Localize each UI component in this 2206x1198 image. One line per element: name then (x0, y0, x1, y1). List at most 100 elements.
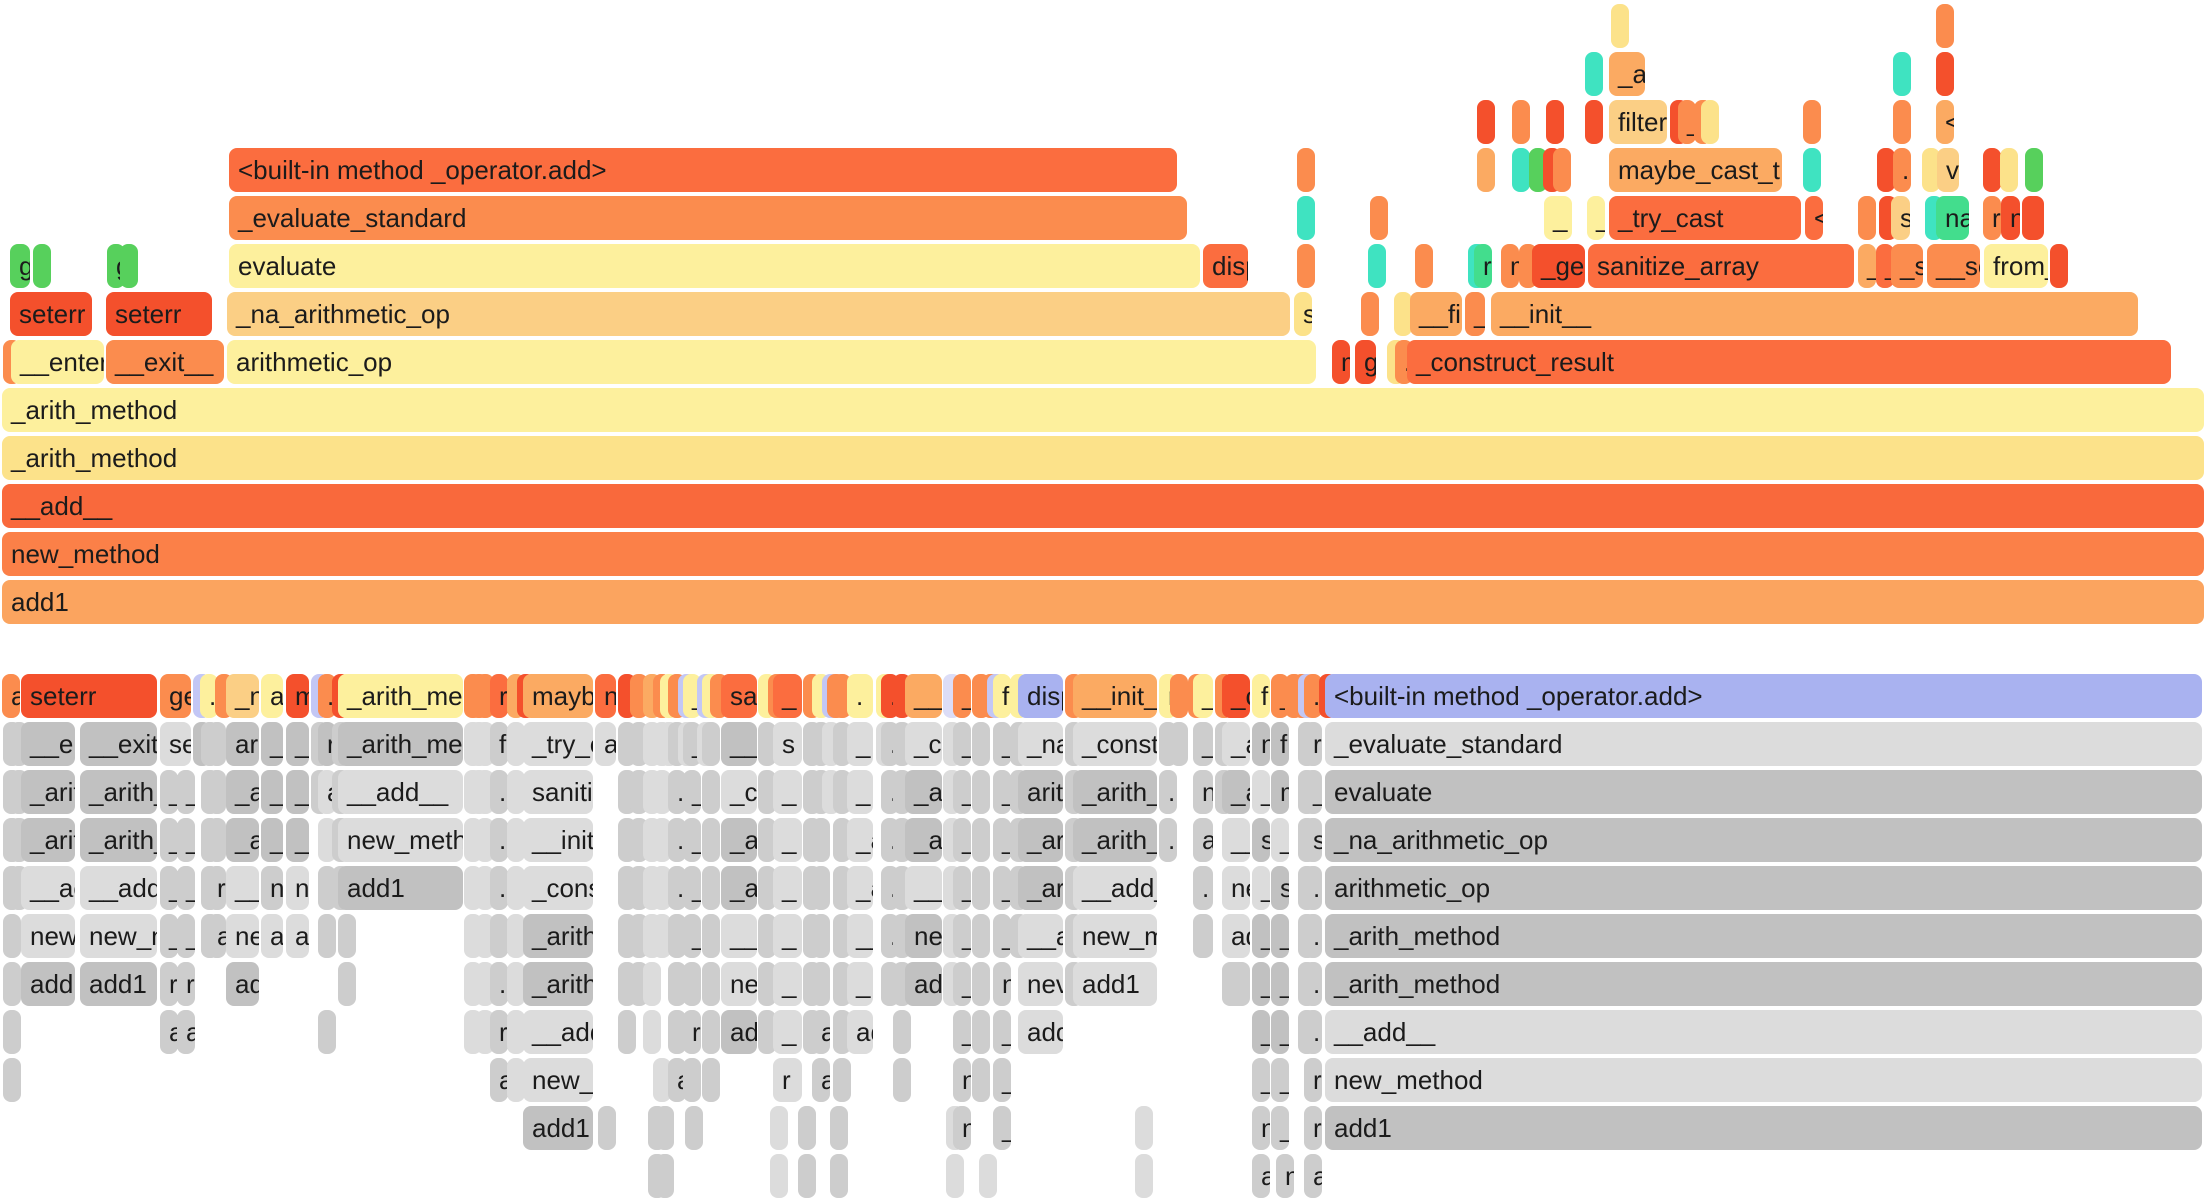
frame-__[interactable]: __ (226, 866, 259, 910)
frame-bar[interactable] (1193, 914, 1213, 958)
frame-n[interactable]: n (953, 1106, 971, 1150)
frame-bar[interactable] (653, 1058, 671, 1102)
frame-bar[interactable] (2050, 244, 2068, 288)
frame-_[interactable]: _ (177, 914, 195, 958)
frame-bar[interactable] (507, 866, 525, 910)
frame-ne[interactable]: ne (721, 962, 757, 1006)
frame-bar[interactable]: . (1304, 866, 1322, 910)
frame-__a[interactable]: __a (905, 866, 942, 910)
frame-_[interactable]: _ (953, 674, 971, 718)
frame-_a[interactable]: _a (286, 770, 309, 814)
frame-r[interactable]: r (683, 1010, 701, 1054)
frame-arithmetic_op[interactable]: arithmetic_op (1325, 866, 2202, 910)
frame-new_method[interactable]: new_method (2, 532, 2204, 576)
frame-bar[interactable] (33, 244, 51, 288)
frame-_na_arithmetic_op[interactable]: _na_arithmetic_op (227, 292, 1290, 336)
frame-bar[interactable] (1370, 196, 1388, 240)
frame-__enter_[interactable]: __enter_ (11, 340, 104, 384)
frame-bar[interactable] (1297, 244, 1315, 288)
frame-bar[interactable] (972, 1010, 990, 1054)
frame-__a[interactable]: __a (1018, 914, 1063, 958)
frame-n[interactable]: n (1252, 722, 1270, 766)
frame-a[interactable]: a (1193, 818, 1213, 862)
frame-bar[interactable] (1512, 148, 1530, 192)
frame-__init_[interactable]: __init_ (1073, 674, 1157, 718)
frame-_[interactable]: _ (1544, 196, 1572, 240)
frame-__[interactable]: __ (847, 914, 873, 958)
frame-ne[interactable]: ne (226, 914, 259, 958)
frame-n[interactable]: n (953, 1058, 971, 1102)
frame-_arith_me[interactable]: _arith_me (338, 722, 463, 766)
frame-bar[interactable] (1983, 148, 2001, 192)
frame-_[interactable]: _ (993, 722, 1011, 766)
frame-bar[interactable] (643, 962, 661, 1006)
frame-bar[interactable]: . (668, 770, 686, 814)
frame-m[interactable]: m (1332, 340, 1350, 384)
frame-_[interactable]: _ (993, 770, 1011, 814)
frame-bar[interactable] (833, 674, 851, 718)
frame-bar[interactable]: . (1893, 148, 1911, 192)
frame-bar[interactable] (1368, 244, 1386, 288)
frame-r[interactable]: r (177, 962, 195, 1006)
frame-_[interactable]: _ (1271, 914, 1289, 958)
frame-new_method[interactable]: new_method (1325, 1058, 2202, 1102)
frame-_arith_method[interactable]: _arith_method (1325, 914, 2202, 958)
frame-bar[interactable] (758, 866, 776, 910)
frame-bar[interactable] (758, 914, 776, 958)
frame-ad[interactable]: ad (847, 1010, 873, 1054)
frame-bar[interactable] (318, 866, 336, 910)
frame-_[interactable]: _ (993, 1106, 1011, 1150)
frame-bar[interactable] (3, 1058, 21, 1102)
frame-bar[interactable] (656, 1106, 674, 1150)
frame-_[interactable]: _ (1252, 1058, 1270, 1102)
frame-bar[interactable] (1135, 1154, 1153, 1198)
frame-a[interactable]: a (1304, 1154, 1322, 1198)
frame-__init[interactable]: __init (523, 818, 593, 862)
frame-__ac[interactable]: __ac (21, 866, 75, 910)
frame-__add_[interactable]: __add_ (1073, 866, 1157, 910)
frame-_[interactable]: _ (1252, 962, 1270, 1006)
frame-bar[interactable] (208, 818, 226, 862)
frame-bar[interactable] (1546, 100, 1564, 144)
frame-_[interactable]: _ (1271, 818, 1289, 862)
frame-_s[interactable]: _s (1891, 244, 1923, 288)
frame-bar[interactable]: . (1304, 674, 1322, 718)
frame-na[interactable]: na (1936, 196, 1969, 240)
frame-bar[interactable] (653, 770, 671, 814)
frame-__f[interactable]: __f (905, 674, 942, 718)
frame-r[interactable]: r (1304, 722, 1322, 766)
frame-__se[interactable]: __se (1927, 244, 1980, 288)
frame-bar[interactable] (476, 722, 494, 766)
frame-add[interactable]: add (905, 962, 942, 1006)
frame-_[interactable]: _ (773, 674, 802, 718)
frame-bar[interactable]: . (668, 866, 686, 910)
frame-_ar[interactable]: _ar (905, 770, 942, 814)
frame-bar[interactable] (758, 1010, 776, 1054)
frame-bar[interactable] (2025, 148, 2043, 192)
frame-v[interactable]: v (1937, 148, 1959, 192)
frame-__add[interactable]: __add (523, 1010, 593, 1054)
frame-bar[interactable] (1936, 4, 1954, 48)
frame-bar[interactable] (830, 1154, 848, 1198)
frame-arithmetic_op[interactable]: arithmetic_op (227, 340, 1316, 384)
frame-bar[interactable] (476, 962, 494, 1006)
frame-a[interactable]: a (595, 722, 616, 766)
frame-bar[interactable] (833, 818, 851, 862)
frame-bar[interactable] (476, 674, 494, 718)
frame-_arit[interactable]: _arit (21, 770, 75, 814)
frame-bar[interactable] (668, 914, 686, 958)
frame-_[interactable]: _ (953, 770, 971, 814)
frame-bar[interactable] (1512, 100, 1530, 144)
frame-bar[interactable] (120, 244, 138, 288)
frame-bar[interactable] (3, 1010, 21, 1054)
frame-_[interactable]: _ (1304, 770, 1322, 814)
frame-_[interactable]: _ (993, 818, 1011, 862)
frame-_[interactable]: _ (160, 770, 178, 814)
frame-bar[interactable] (812, 866, 830, 910)
frame-bar[interactable] (208, 722, 226, 766)
frame-n[interactable]: n (2001, 196, 2020, 240)
frame-_[interactable]: _ (773, 866, 802, 910)
frame-_[interactable]: _ (160, 866, 178, 910)
frame-bar[interactable] (833, 1010, 851, 1054)
frame-bar[interactable]: . (1304, 914, 1322, 958)
